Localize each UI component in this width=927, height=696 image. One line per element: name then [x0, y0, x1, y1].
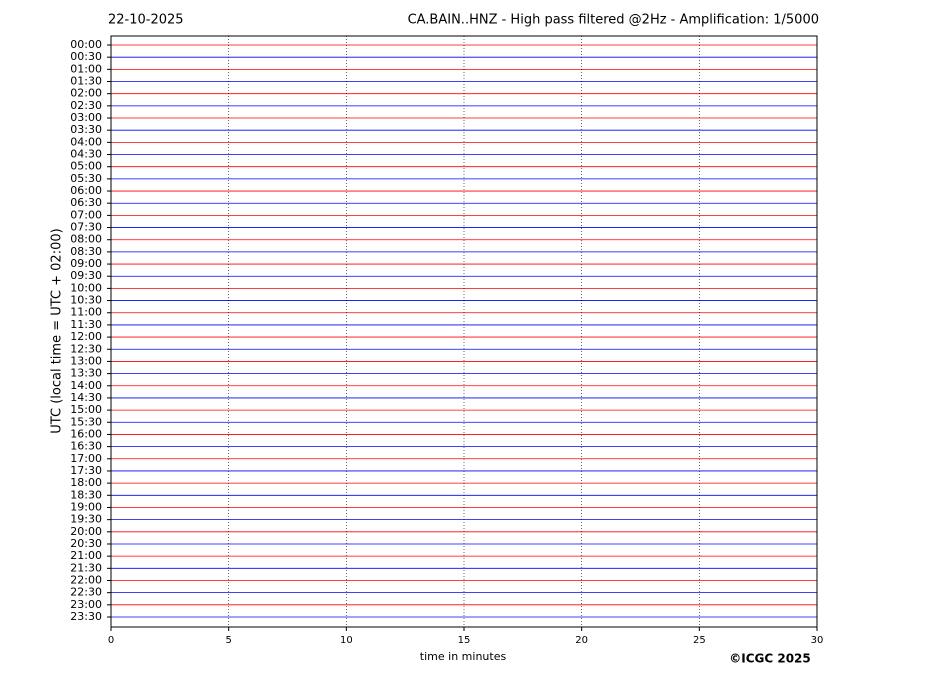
y-tick-label: 03:00: [70, 111, 102, 124]
x-tick-label: 30: [811, 635, 824, 646]
y-axis-label: UTC (local time = UTC + 02:00): [50, 228, 65, 433]
y-tick-label: 12:30: [70, 342, 102, 355]
y-tick-label: 10:30: [70, 294, 102, 307]
y-tick-label: 22:00: [70, 573, 102, 586]
y-tick-label: 21:30: [70, 561, 102, 574]
x-tick-label: 5: [225, 635, 231, 646]
y-tick-label: 14:30: [70, 391, 102, 404]
y-tick-label: 13:00: [70, 354, 102, 367]
y-tick-label: 22:30: [70, 586, 102, 599]
y-tick-label: 02:30: [70, 99, 102, 112]
y-tick-label: 11:00: [70, 306, 102, 319]
y-tick-label: 20:00: [70, 525, 102, 538]
y-tick-label: 09:30: [70, 269, 102, 282]
y-tick-label: 06:00: [70, 184, 102, 197]
y-tick-label: 17:00: [70, 452, 102, 465]
y-tick-label: 08:30: [70, 245, 102, 258]
date: 22-10-2025: [108, 13, 184, 28]
y-tick-label: 20:30: [70, 537, 102, 550]
y-tick-label: 19:00: [70, 500, 102, 513]
y-tick-label: 14:00: [70, 379, 102, 392]
y-tick-label: 18:30: [70, 488, 102, 501]
y-tick-label: 04:30: [70, 148, 102, 161]
y-tick-label: 05:30: [70, 172, 102, 185]
y-tick-label: 13:30: [70, 367, 102, 380]
y-tick-label: 07:00: [70, 208, 102, 221]
y-tick-label: 08:00: [70, 233, 102, 246]
y-tick-label: 02:00: [70, 87, 102, 100]
y-tick-label: 15:30: [70, 415, 102, 428]
y-tick-label: 04:00: [70, 135, 102, 148]
y-tick-label: 16:30: [70, 440, 102, 453]
y-tick-label: 07:30: [70, 221, 102, 234]
y-tick-label: 06:30: [70, 196, 102, 209]
y-tick-label: 23:00: [70, 598, 102, 611]
x-tick-label: 0: [108, 635, 114, 646]
y-tick-label: 12:00: [70, 330, 102, 343]
y-tick-label: 09:00: [70, 257, 102, 270]
y-tick-label: 15:00: [70, 403, 102, 416]
y-tick-label: 23:30: [70, 610, 102, 623]
y-tick-label: 01:00: [70, 62, 102, 75]
x-axis-label: time in minutes: [420, 650, 507, 663]
x-tick-label: 10: [340, 635, 353, 646]
chart-title: CA.BAIN..HNZ - High pass filtered @2Hz -…: [408, 13, 819, 28]
y-tick-label: 05:00: [70, 160, 102, 173]
y-tick-label: 03:30: [70, 123, 102, 136]
plot-frame: [110, 35, 818, 628]
y-tick-label: 17:30: [70, 464, 102, 477]
y-tick-label: 21:00: [70, 549, 102, 562]
credit: ©ICGC 2025: [729, 652, 811, 666]
x-tick-label: 20: [575, 635, 588, 646]
y-tick-label: 11:30: [70, 318, 102, 331]
y-tick-label: 16:00: [70, 427, 102, 440]
y-tick-label: 19:30: [70, 513, 102, 526]
y-tick-label: 10:00: [70, 281, 102, 294]
x-tick-label: 15: [458, 635, 471, 646]
x-tick-label: 25: [693, 635, 706, 646]
y-tick-label: 18:00: [70, 476, 102, 489]
y-tick-label: 00:00: [70, 38, 102, 51]
y-tick-label: 01:30: [70, 75, 102, 88]
y-tick-label: 00:30: [70, 50, 102, 63]
